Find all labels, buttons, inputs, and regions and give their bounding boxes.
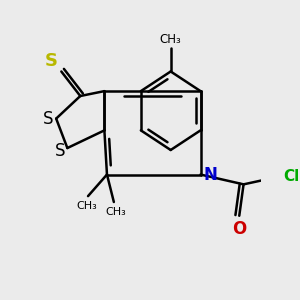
Text: N: N [204, 166, 218, 184]
Text: S: S [43, 110, 54, 128]
Text: S: S [55, 142, 66, 160]
Text: CH₃: CH₃ [76, 201, 97, 211]
Text: CH₃: CH₃ [105, 207, 126, 217]
Text: Cl: Cl [283, 169, 299, 184]
Text: S: S [45, 52, 58, 70]
Text: CH₃: CH₃ [160, 33, 182, 46]
Text: O: O [232, 220, 246, 238]
